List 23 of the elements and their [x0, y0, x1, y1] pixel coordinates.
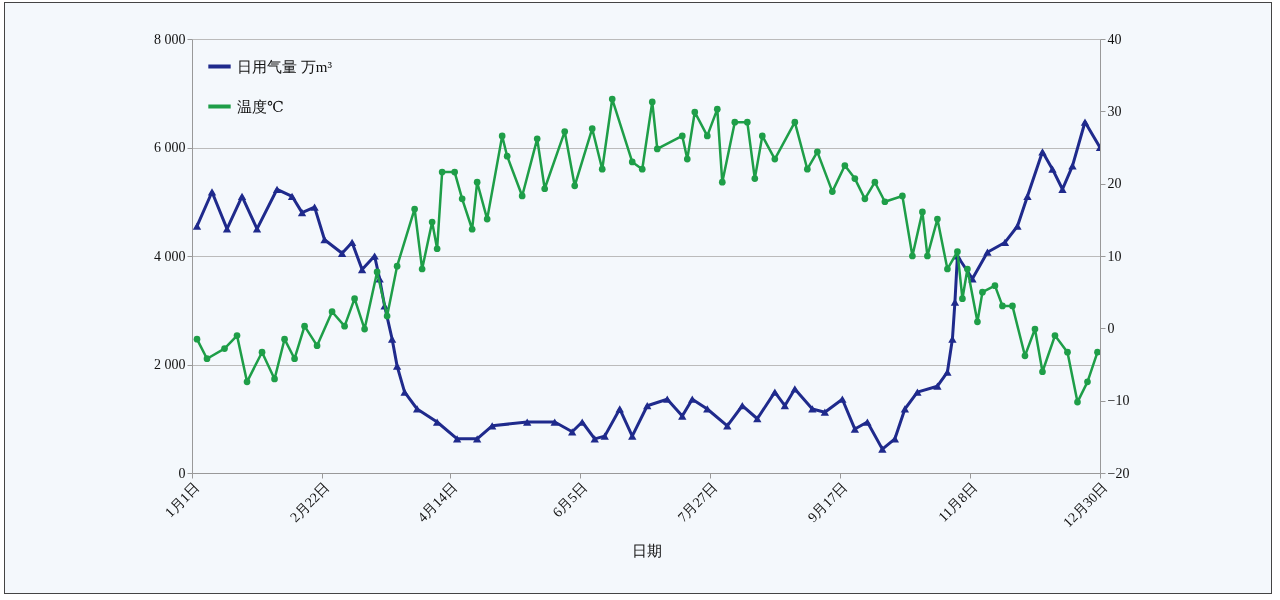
y-tick-label: 4 000	[154, 248, 186, 264]
legend-label: 温度℃	[237, 98, 284, 115]
y2-tick-label: −20	[1107, 465, 1130, 481]
y-tick-label: 6 000	[154, 140, 186, 155]
x-axis-title: 日期	[631, 543, 662, 559]
x-tick-label: 1月1日	[162, 479, 203, 521]
y-tick-label: 2 000	[154, 357, 186, 372]
y-tick-label: 0	[178, 465, 186, 481]
x-tick-label: 12月30日	[1060, 479, 1111, 530]
y2-tick-label: −10	[1107, 393, 1130, 409]
y2-tick-label: 10	[1107, 248, 1122, 264]
y2-tick-label: 30	[1107, 103, 1122, 119]
x-tick-label: 2月22日	[287, 479, 333, 526]
x-tick-label: 11月8日	[935, 479, 981, 525]
y2-tick-label: 40	[1107, 31, 1122, 47]
x-tick-label: 6月5日	[549, 479, 591, 521]
x-tick-label: 7月27日	[674, 479, 721, 526]
y2-tick-label: 20	[1107, 176, 1122, 192]
y-tick-label: 8 000	[154, 31, 186, 47]
y2-tick-label: 0	[1107, 320, 1115, 336]
x-tick-label: 4月14日	[414, 479, 461, 526]
x-tick-label: 9月17日	[805, 479, 851, 526]
legend-label: 日用气量 万m³	[237, 58, 333, 75]
